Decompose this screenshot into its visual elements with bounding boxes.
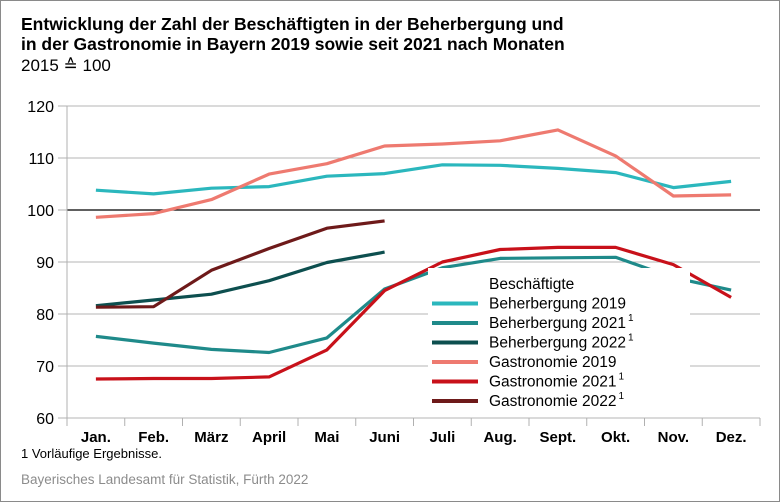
series-line-beherbergung-2019 [95,163,732,196]
source-note: Bayerisches Landesamt für Statistik, Für… [21,472,309,487]
legend-label: Beherbergung 2022 1 [489,333,634,352]
legend-footnote-marker: 1 [619,391,625,402]
x-tick-label: Juni [369,429,400,446]
x-tick-label: Juli [429,429,455,446]
legend-label: Gastronomie 2021 1 [489,372,625,391]
grid-lines [67,105,760,419]
x-tick-label: Dez. [716,429,747,446]
footnote: 1 Vorläufige Ergebnisse. [21,446,162,461]
x-tick-label: Jan. [81,429,111,446]
legend-title: Beschäftigte [489,276,574,293]
x-tick-label: März [194,429,228,446]
legend-label: Gastronomie 2022 1 [489,391,625,410]
chart-title-line-2: in der Gastronomie in Bayern 2019 sowie … [21,34,565,54]
x-tick-label: Feb. [138,429,169,446]
chart-subtitle: 2015 ≙ 100 [21,56,111,75]
y-tick-label: 70 [36,359,54,376]
chart-title-line-1: Entwicklung der Zahl der Beschäftigten i… [21,14,564,34]
legend-footnote-marker: 1 [628,313,634,324]
y-tick-label: 80 [36,307,54,324]
y-tick-label: 120 [27,99,54,116]
series-line-gastronomie-2021 [95,245,732,381]
x-tick-label: Okt. [601,429,630,446]
legend-label: Beherbergung 2019 [489,296,626,313]
legend-label: Gastronomie 2019 [489,354,617,371]
x-tick-label: Aug. [483,429,516,446]
x-axis: Jan. Feb. März April Mai Juni Juli Aug. Sept. Okt… [66,418,761,446]
x-tick-label: Mai [314,429,339,446]
series-line-gastronomie-2019 [95,128,732,219]
series-line-gastronomie-2022 [95,219,385,309]
y-axis: 60 70 80 90 100 110 120 [27,99,68,428]
x-tick-label: Sept. [540,429,577,446]
y-tick-label: 90 [36,255,54,272]
x-tick-label: April [252,429,286,446]
series-lines [95,128,732,381]
legend-label: Beherbergung 2021 1 [489,313,634,332]
series-line-beherbergung-2021 [95,255,732,355]
y-tick-label: 60 [36,411,54,428]
legend-footnote-marker: 1 [628,333,634,344]
y-tick-label: 100 [27,203,54,220]
series-line-beherbergung-2022 [95,250,385,308]
chart-title: Entwicklung der Zahl der Beschäftigten i… [21,14,565,54]
x-tick-label: Nov. [658,429,689,446]
y-tick-label: 110 [28,151,54,168]
legend-footnote-marker: 1 [619,372,625,383]
